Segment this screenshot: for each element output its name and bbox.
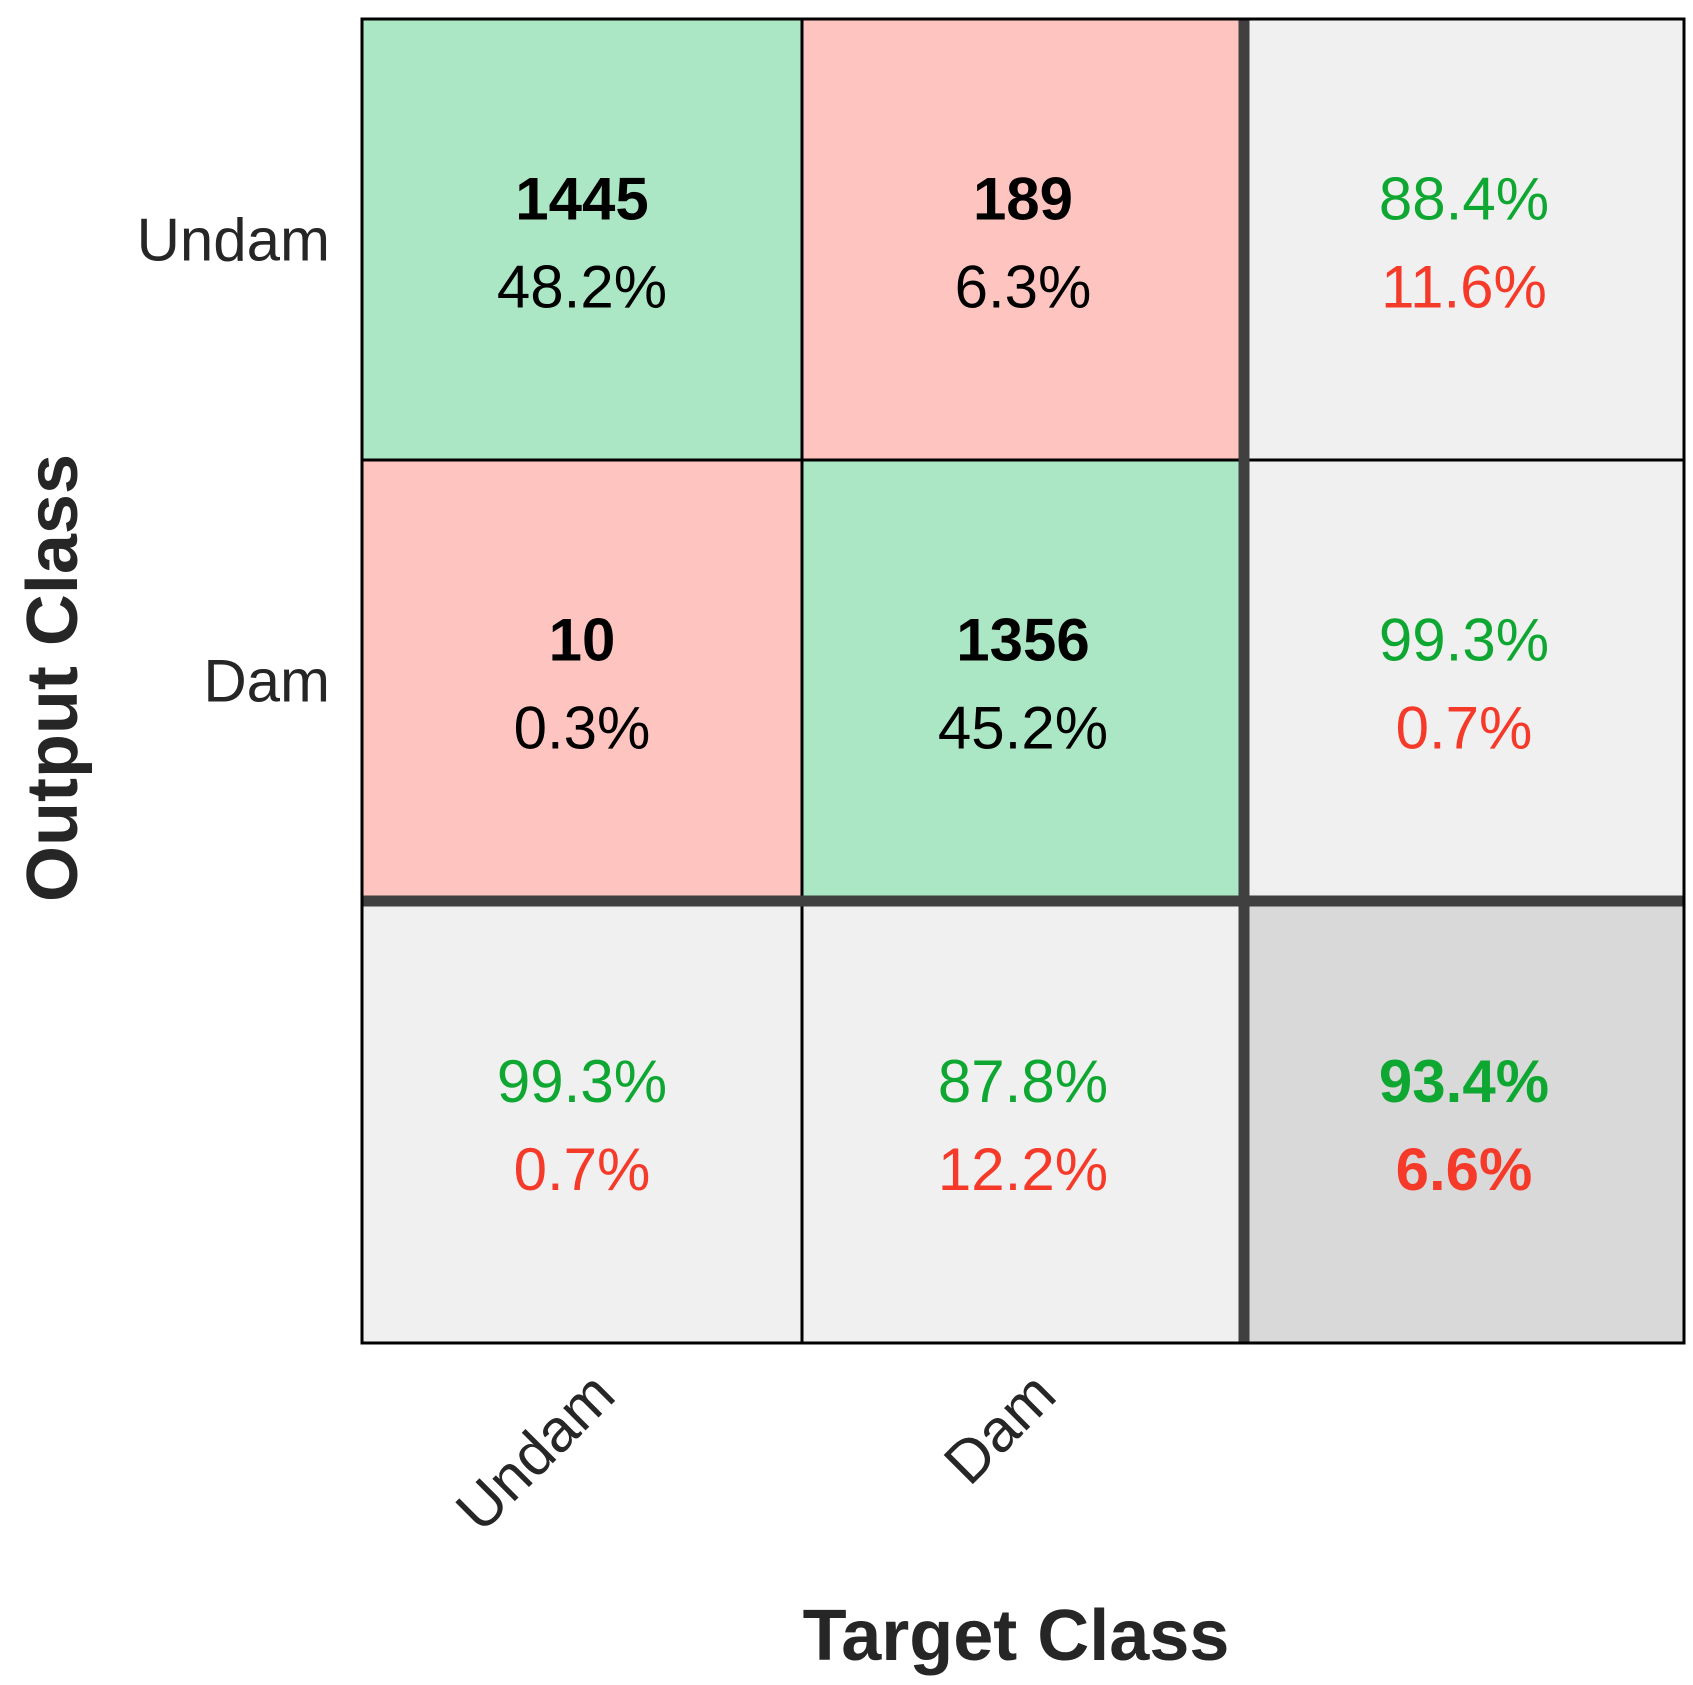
column-summary-error-1: 12.2% — [938, 1136, 1108, 1203]
x-tick-label-0: Undam — [443, 1360, 627, 1544]
x-axis-title: Target Class — [803, 1596, 1230, 1676]
column-summary-correct-0: 99.3% — [497, 1048, 667, 1115]
cell-percent-r1-c1: 45.2% — [938, 695, 1108, 762]
column-summary-cell-1 — [802, 901, 1244, 1343]
column-summary-cell-0 — [362, 901, 802, 1343]
row-summary-correct-0: 88.4% — [1379, 166, 1549, 233]
cell-percent-r1-c0: 0.3% — [514, 695, 651, 762]
row-summary-cell-1 — [1244, 460, 1684, 901]
cell-percent-r0-c0: 48.2% — [497, 254, 667, 321]
cell-count-r1-c0: 10 — [549, 607, 616, 674]
cell-count-r1-c1: 1356 — [956, 607, 1089, 674]
overall-cell — [1244, 901, 1684, 1343]
cell-count-r0-c0: 1445 — [515, 166, 648, 233]
cell-percent-r0-c1: 6.3% — [955, 254, 1092, 321]
matrix-cell-r0-c0 — [362, 19, 802, 460]
row-summary-correct-1: 99.3% — [1379, 607, 1549, 674]
cell-labels: 1445 48.2% 189 6.3% 10 0.3% 1356 45.2% 88.4% 11.6… — [497, 166, 1549, 1204]
matrix-frame — [360, 17, 1686, 1345]
matrix-cells — [362, 19, 1684, 1343]
matrix-cell-r1-c0 — [362, 460, 802, 901]
row-summary-error-0: 11.6% — [1381, 254, 1547, 321]
matrix-cell-r0-c1 — [802, 19, 1244, 460]
row-summary-error-1: 0.7% — [1396, 695, 1533, 762]
matrix-cell-r1-c1 — [802, 460, 1244, 901]
grid-lines — [360, 17, 1686, 1345]
column-summary-correct-1: 87.8% — [938, 1048, 1108, 1115]
y-tick-label-1: Dam — [203, 648, 330, 715]
y-axis-title: Output Class — [13, 454, 93, 902]
column-summary-error-0: 0.7% — [514, 1136, 651, 1203]
x-tick-label-1: Dam — [931, 1360, 1068, 1497]
cell-count-r0-c1: 189 — [973, 166, 1073, 233]
row-summary-cell-0 — [1244, 19, 1684, 460]
y-tick-label-0: Undam — [137, 207, 330, 274]
overall-error: 6.6% — [1396, 1136, 1533, 1203]
overall-correct: 93.4% — [1379, 1048, 1549, 1115]
